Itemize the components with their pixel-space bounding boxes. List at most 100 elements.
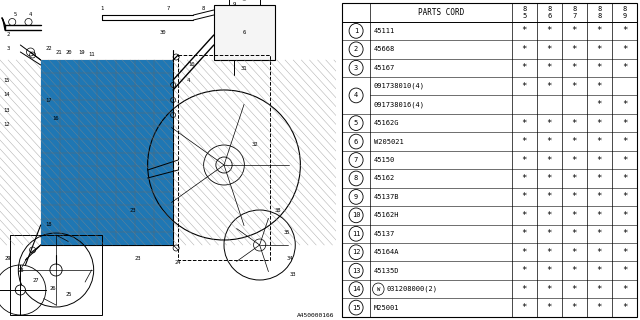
- Text: 45162H: 45162H: [374, 212, 399, 218]
- Text: *: *: [596, 303, 602, 312]
- Text: 22: 22: [45, 45, 52, 51]
- Text: 2: 2: [6, 33, 10, 37]
- Text: *: *: [621, 156, 627, 164]
- Text: *: *: [522, 45, 527, 54]
- Text: 17: 17: [45, 98, 52, 102]
- Text: 45111: 45111: [374, 28, 395, 34]
- Text: *: *: [522, 63, 527, 72]
- Text: 8: 8: [622, 6, 627, 12]
- Text: 20: 20: [66, 50, 72, 54]
- Text: 3: 3: [6, 45, 10, 51]
- Text: 14: 14: [352, 286, 360, 292]
- Bar: [41, 60, 173, 245]
- Circle shape: [349, 153, 363, 167]
- Text: 45167: 45167: [374, 65, 395, 71]
- Text: 8: 8: [597, 13, 602, 19]
- Text: 091738016(4): 091738016(4): [374, 101, 425, 108]
- Text: 35: 35: [284, 229, 291, 235]
- Text: *: *: [547, 45, 552, 54]
- Text: *: *: [547, 303, 552, 312]
- Text: 27: 27: [33, 277, 39, 283]
- Text: 7: 7: [354, 157, 358, 163]
- Text: 5: 5: [522, 13, 526, 19]
- Text: *: *: [596, 211, 602, 220]
- Circle shape: [349, 116, 363, 131]
- Text: *: *: [572, 229, 577, 238]
- Circle shape: [349, 245, 363, 260]
- Text: 12: 12: [3, 123, 10, 127]
- Text: 11: 11: [88, 52, 95, 58]
- Text: 2: 2: [354, 46, 358, 52]
- Text: *: *: [522, 119, 527, 128]
- Text: *: *: [572, 45, 577, 54]
- Circle shape: [50, 264, 62, 276]
- Circle shape: [349, 300, 363, 315]
- Text: *: *: [621, 119, 627, 128]
- Text: 9: 9: [354, 194, 358, 200]
- Text: 15: 15: [352, 305, 360, 311]
- Text: *: *: [522, 284, 527, 294]
- Text: *: *: [522, 303, 527, 312]
- Text: 26: 26: [50, 285, 56, 291]
- Text: *: *: [547, 156, 552, 164]
- Text: 30: 30: [159, 29, 166, 35]
- Text: 9: 9: [622, 13, 627, 19]
- Text: 8: 8: [522, 6, 526, 12]
- Text: 34: 34: [287, 255, 293, 260]
- Text: *: *: [596, 229, 602, 238]
- Text: 38: 38: [275, 207, 281, 212]
- Bar: [214, 5, 275, 60]
- Text: *: *: [547, 266, 552, 275]
- Text: *: *: [522, 82, 527, 91]
- Text: *: *: [621, 26, 627, 36]
- Text: 10: 10: [352, 212, 360, 218]
- Text: *: *: [596, 174, 602, 183]
- Text: 16: 16: [52, 116, 60, 121]
- Text: 8: 8: [202, 5, 205, 11]
- Text: *: *: [572, 26, 577, 36]
- Text: *: *: [621, 248, 627, 257]
- Text: 1: 1: [354, 28, 358, 34]
- Circle shape: [349, 189, 363, 204]
- Text: 19: 19: [78, 50, 84, 54]
- Text: 10: 10: [188, 62, 195, 68]
- Text: *: *: [572, 174, 577, 183]
- Text: M25001: M25001: [374, 305, 399, 311]
- Text: 45668: 45668: [374, 46, 395, 52]
- Text: 45137B: 45137B: [374, 194, 399, 200]
- Text: *: *: [547, 174, 552, 183]
- Text: 14: 14: [3, 92, 10, 98]
- Text: 21: 21: [56, 50, 62, 54]
- Text: *: *: [547, 192, 552, 201]
- Text: 5: 5: [354, 120, 358, 126]
- Text: *: *: [522, 248, 527, 257]
- Text: *: *: [596, 26, 602, 36]
- Text: 8: 8: [597, 6, 602, 12]
- Text: 13: 13: [3, 108, 10, 113]
- Text: *: *: [522, 229, 527, 238]
- Text: A450000166: A450000166: [296, 313, 334, 318]
- Text: *: *: [596, 63, 602, 72]
- Text: 7: 7: [166, 5, 170, 11]
- Bar: [229, 0, 260, 5]
- Text: 091738010(4): 091738010(4): [374, 83, 425, 90]
- Text: *: *: [522, 192, 527, 201]
- Text: *: *: [596, 100, 602, 109]
- Text: 6: 6: [243, 29, 246, 35]
- Text: *: *: [621, 63, 627, 72]
- Text: 3: 3: [354, 65, 358, 71]
- Text: *: *: [621, 137, 627, 146]
- Text: *: *: [547, 82, 552, 91]
- Text: 45150: 45150: [374, 157, 395, 163]
- Text: *: *: [547, 137, 552, 146]
- Text: *: *: [547, 26, 552, 36]
- Text: *: *: [596, 248, 602, 257]
- Text: W: W: [377, 287, 380, 292]
- Circle shape: [349, 23, 363, 38]
- Text: 8: 8: [547, 6, 551, 12]
- Text: 031208000(2): 031208000(2): [387, 286, 438, 292]
- Text: 8: 8: [354, 175, 358, 181]
- Text: *: *: [621, 45, 627, 54]
- Text: *: *: [621, 266, 627, 275]
- Text: *: *: [522, 266, 527, 275]
